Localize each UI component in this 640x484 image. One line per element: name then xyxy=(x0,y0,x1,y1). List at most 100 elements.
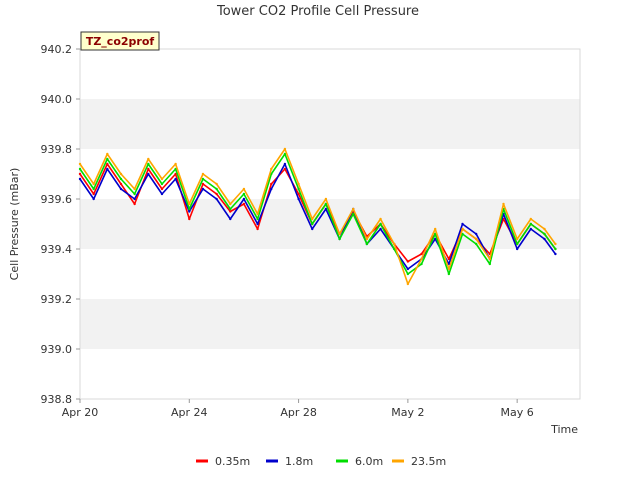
y-tick-label: 938.8 xyxy=(41,393,73,406)
x-tick-label: Apr 28 xyxy=(280,406,317,419)
plot-area-frame xyxy=(79,48,581,400)
data-point-1-8m xyxy=(447,262,451,266)
data-point-0-35m xyxy=(147,167,150,171)
series-line-1-8m xyxy=(79,163,557,270)
data-point-23-5m xyxy=(393,242,396,246)
data-point-0-35m xyxy=(242,202,246,206)
data-point-23-5m xyxy=(174,162,177,166)
data-point-6-0m xyxy=(92,187,95,191)
data-point-23-5m xyxy=(242,187,246,191)
data-point-1-8m xyxy=(433,237,437,241)
data-point-6-0m xyxy=(529,222,533,226)
data-point-1-8m xyxy=(379,227,382,231)
y-tick-label: 940.2 xyxy=(41,43,73,56)
data-point-1-8m xyxy=(529,227,533,231)
data-point-6-0m xyxy=(543,232,546,236)
data-point-1-8m xyxy=(215,197,218,201)
data-point-6-0m xyxy=(297,187,300,191)
data-point-23-5m xyxy=(502,202,505,206)
data-point-6-0m xyxy=(365,242,369,246)
site-tag: TZ_co2prof xyxy=(80,31,160,51)
data-point-0-35m xyxy=(256,227,259,231)
data-point-23-5m xyxy=(188,202,191,206)
legend-label-23-5m: 23.5m xyxy=(411,455,446,468)
data-point-23-5m xyxy=(447,267,451,271)
data-point-6-0m xyxy=(379,222,382,226)
y-tick-label: 939.8 xyxy=(41,143,73,156)
data-point-1-8m xyxy=(147,172,150,176)
data-point-23-5m xyxy=(133,187,136,191)
series-line-23-5m xyxy=(79,148,557,285)
data-point-1-8m xyxy=(270,187,273,191)
data-point-6-0m xyxy=(352,212,355,216)
data-point-23-5m xyxy=(311,217,314,221)
data-point-23-5m xyxy=(297,182,300,186)
data-point-6-0m xyxy=(515,242,519,246)
data-point-1-8m xyxy=(119,187,123,191)
data-point-0-35m xyxy=(119,182,123,186)
site-tag-label: TZ_co2prof xyxy=(86,35,155,48)
data-point-1-8m xyxy=(201,187,205,191)
data-point-23-5m xyxy=(215,182,218,186)
data-point-1-8m xyxy=(474,232,478,236)
x-tick-label: May 6 xyxy=(501,406,534,419)
data-point-23-5m xyxy=(270,167,273,171)
data-point-1-8m xyxy=(92,197,95,201)
data-point-23-5m xyxy=(147,157,150,161)
data-point-1-8m xyxy=(256,222,259,226)
data-point-6-0m xyxy=(554,247,557,251)
data-point-6-0m xyxy=(174,167,177,171)
data-point-0-35m xyxy=(447,257,451,261)
data-point-23-5m xyxy=(379,217,382,221)
y-tick-label: 940.0 xyxy=(41,93,73,106)
x-axis: Apr 20 Apr 24 Apr 28 May 2 May 6 xyxy=(62,399,534,419)
data-point-0-35m xyxy=(229,210,232,213)
data-point-0-35m xyxy=(283,167,287,171)
y-tick-label: 939.4 xyxy=(41,243,73,256)
data-point-0-35m xyxy=(106,162,109,166)
y-tick-label: 939.2 xyxy=(41,293,73,306)
data-point-0-35m xyxy=(420,252,423,256)
series-layer xyxy=(78,147,557,286)
data-point-1-8m xyxy=(554,252,557,256)
data-point-1-8m xyxy=(229,217,232,221)
data-point-0-35m xyxy=(92,192,95,196)
data-point-6-0m xyxy=(160,182,164,186)
data-point-1-8m xyxy=(324,207,328,211)
data-point-23-5m xyxy=(515,237,519,241)
site-tag-box xyxy=(80,31,160,51)
data-point-1-8m xyxy=(515,247,519,251)
data-point-1-8m xyxy=(78,177,82,181)
x-tick-label: May 2 xyxy=(391,406,424,419)
y-tick-label: 939.6 xyxy=(41,193,73,206)
data-point-23-5m xyxy=(338,232,341,236)
data-point-1-8m xyxy=(543,237,546,241)
data-point-1-8m xyxy=(188,210,191,213)
data-point-1-8m xyxy=(283,162,287,166)
data-point-6-0m xyxy=(338,237,341,241)
data-point-6-0m xyxy=(256,217,259,221)
data-point-23-5m xyxy=(229,202,232,206)
data-point-23-5m xyxy=(106,152,109,156)
data-point-23-5m xyxy=(474,237,478,241)
data-point-0-35m xyxy=(270,182,273,186)
data-point-0-35m xyxy=(133,202,136,206)
data-point-6-0m xyxy=(420,262,423,266)
data-point-0-35m xyxy=(188,217,191,221)
data-point-6-0m xyxy=(324,202,328,206)
data-point-23-5m xyxy=(78,162,82,166)
data-point-6-0m xyxy=(106,157,109,161)
y-tick-label: 939.0 xyxy=(41,343,73,356)
legend-label-0-35m: 0.35m xyxy=(215,455,250,468)
data-point-6-0m xyxy=(461,232,464,236)
data-point-1-8m xyxy=(406,267,410,271)
data-point-6-0m xyxy=(119,177,123,181)
data-point-6-0m xyxy=(242,192,246,196)
data-point-0-35m xyxy=(406,260,410,263)
data-point-6-0m xyxy=(201,177,205,181)
data-point-1-8m xyxy=(133,197,136,201)
data-point-1-8m xyxy=(106,167,109,171)
data-point-23-5m xyxy=(543,227,546,231)
data-point-6-0m xyxy=(215,187,218,191)
